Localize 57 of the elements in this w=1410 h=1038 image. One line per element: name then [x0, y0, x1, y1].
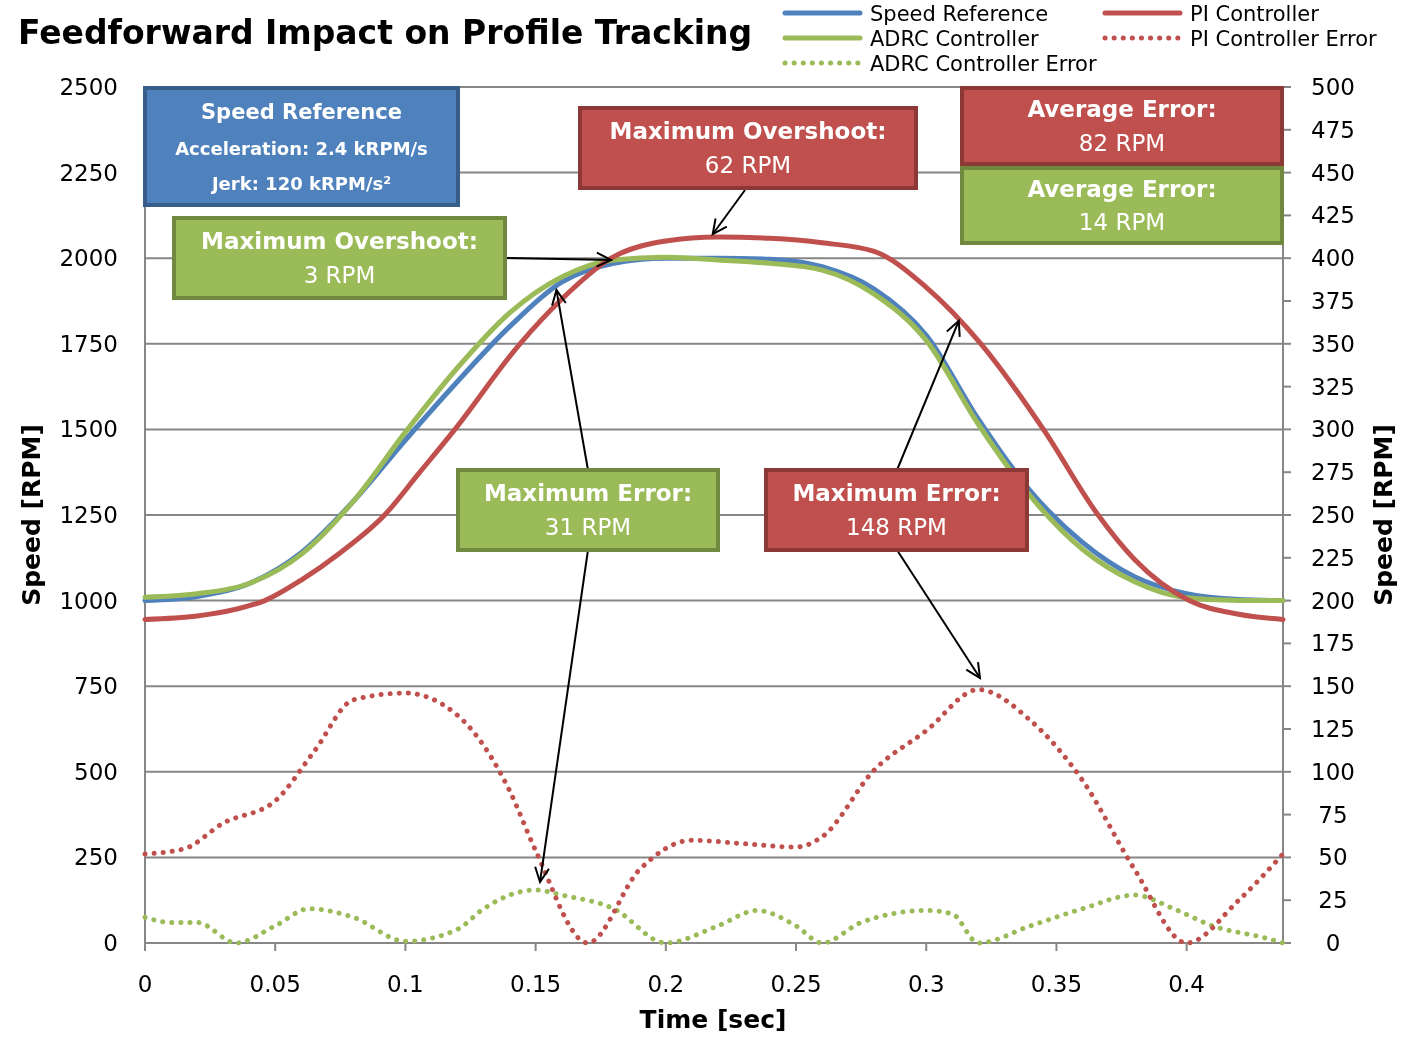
- legend-label: ADRC Controller: [870, 27, 1040, 51]
- x-tick-label: 0.2: [647, 971, 685, 997]
- y2-tick-label: 0: [1325, 930, 1341, 956]
- y2-tick-label: 200: [1311, 587, 1355, 614]
- annotation: Average Error: 82 RPM: [1027, 96, 1217, 156]
- y2-tick-label: 375: [1311, 288, 1355, 314]
- legend-label: PI Controller: [1190, 2, 1320, 26]
- x-axis-title: Time [sec]: [639, 1005, 787, 1034]
- y2-tick-label: 25: [1318, 887, 1348, 914]
- x-tick-label: 0.1: [387, 971, 424, 997]
- annotation: Maximum Error: 31 RPM: [483, 479, 693, 541]
- y-tick-label: 500: [74, 758, 118, 785]
- y2-tick-label: 325: [1311, 373, 1355, 400]
- y2-tick-label: 225: [1311, 544, 1355, 571]
- y2-tick-label: 250: [1311, 502, 1355, 528]
- y2-tick-label: 50: [1318, 844, 1348, 871]
- chart-title: Feedforward Impact on Profile Tracking: [18, 13, 753, 52]
- legend-label: PI Controller Error: [1190, 27, 1378, 51]
- y-tick-label: 2500: [59, 74, 118, 100]
- y2-tick-label: 275: [1311, 459, 1355, 486]
- annotation: Maximum Overshoot: 62 RPM: [609, 117, 887, 179]
- y-tick-label: 750: [74, 673, 118, 700]
- y-axis-title: Speed [RPM]: [17, 424, 46, 606]
- y2-tick-label: 350: [1311, 330, 1355, 357]
- y2-tick-label: 300: [1311, 416, 1355, 443]
- x-tick-label: 0: [137, 971, 153, 997]
- y2-tick-label: 400: [1311, 245, 1355, 272]
- legend-label: Speed Reference: [870, 2, 1049, 26]
- y-tick-label: 1750: [59, 330, 118, 357]
- y2-axis-title: Speed [RPM]: [1369, 424, 1398, 606]
- x-tick-label: 0.15: [510, 971, 562, 997]
- y-tick-label: 1250: [59, 502, 118, 528]
- annotation: Speed Reference Acceleration: 2.4 kRPM/s Jerk: 120 kRPM/s²: [175, 100, 428, 194]
- y-tick-label: 2250: [59, 159, 118, 186]
- annotation: Maximum Error: 148 RPM: [792, 479, 1001, 541]
- x-tick-label: 0.4: [1168, 971, 1205, 997]
- y-tick-label: 0: [103, 930, 118, 956]
- x-tick-label: 0.35: [1030, 971, 1083, 997]
- y-tick-label: 1500: [59, 416, 118, 443]
- x-tick-label: 0.05: [249, 971, 301, 997]
- y2-tick-label: 175: [1311, 630, 1355, 657]
- y2-tick-label: 150: [1311, 673, 1355, 700]
- y2-tick-label: 450: [1311, 159, 1355, 186]
- annotation: Average Error: 14 RPM: [1027, 176, 1217, 235]
- y2-tick-label: 75: [1318, 801, 1348, 828]
- y2-tick-label: 425: [1311, 202, 1355, 229]
- y-tick-label: 2000: [59, 245, 118, 272]
- legend-label: ADRC Controller Error: [870, 52, 1097, 76]
- y2-tick-label: 500: [1311, 74, 1355, 100]
- y2-tick-label: 100: [1311, 758, 1355, 785]
- y-tick-label: 250: [74, 844, 118, 871]
- annotation: Maximum Overshoot: 3 RPM: [201, 227, 478, 289]
- x-tick-label: 0.25: [770, 971, 822, 997]
- y-tick-label: 1000: [59, 587, 118, 614]
- y2-tick-label: 125: [1311, 716, 1355, 742]
- x-tick-label: 0.3: [907, 971, 945, 997]
- y2-tick-label: 475: [1311, 116, 1355, 143]
